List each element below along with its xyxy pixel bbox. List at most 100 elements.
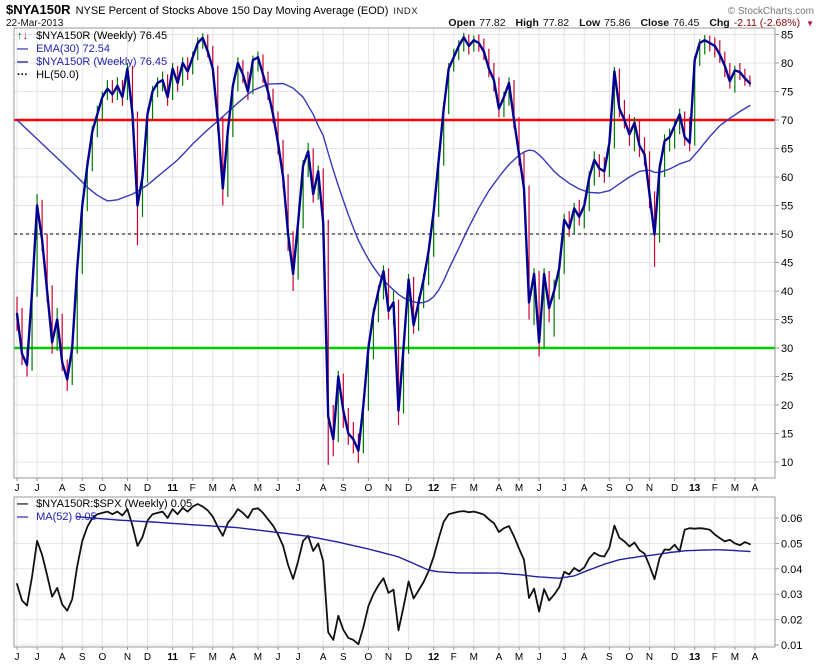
- svg-text:45: 45: [781, 258, 793, 270]
- svg-text:11: 11: [167, 483, 178, 494]
- svg-text:F: F: [712, 652, 718, 663]
- quote-row: 22-Mar-2013 Open 77.82 High 77.82 Low 75…: [6, 17, 814, 29]
- stockcharts-credit-link[interactable]: © StockCharts.com: [727, 6, 814, 17]
- svg-text:12: 12: [428, 483, 440, 494]
- svg-text:M: M: [254, 652, 262, 663]
- svg-text:O: O: [365, 483, 373, 494]
- svg-text:J: J: [276, 483, 281, 494]
- svg-text:0.03: 0.03: [781, 589, 802, 601]
- svg-text:M: M: [470, 483, 478, 494]
- svg-text:N: N: [124, 652, 131, 663]
- svg-text:F: F: [451, 652, 457, 663]
- svg-text:S: S: [79, 483, 86, 494]
- svg-text:S: S: [79, 652, 86, 663]
- svg-text:A: A: [752, 652, 759, 663]
- legend-item-price-bars: ↑↓ $NYA150R (Weekly) 76.45: [17, 30, 167, 43]
- low-value: 75.86: [604, 17, 631, 29]
- line-swatch-icon: —: [17, 511, 28, 523]
- svg-text:F: F: [451, 483, 457, 494]
- svg-text:M: M: [470, 652, 478, 663]
- svg-text:D: D: [144, 652, 151, 663]
- svg-text:J: J: [296, 483, 301, 494]
- svg-text:N: N: [646, 652, 653, 663]
- chg-value: -2.11 (-2.68%): [733, 17, 801, 29]
- svg-text:M: M: [731, 483, 739, 494]
- low-label: Low: [579, 17, 601, 29]
- close-label: Close: [640, 17, 670, 29]
- svg-text:80: 80: [781, 58, 793, 70]
- svg-text:85: 85: [781, 30, 793, 42]
- svg-text:40: 40: [781, 286, 793, 298]
- legend-item-hl50: ··· HL(50.0): [17, 69, 167, 82]
- svg-text:O: O: [626, 652, 634, 663]
- exchange-label: INDX: [393, 6, 419, 17]
- svg-text:S: S: [606, 483, 613, 494]
- svg-text:S: S: [340, 483, 347, 494]
- chart-header: $NYA150R NYSE Percent of Stocks Above 15…: [6, 2, 814, 17]
- chg-label: Chg: [709, 17, 730, 29]
- svg-text:75: 75: [781, 87, 793, 99]
- close-value: 76.45: [673, 17, 700, 29]
- line-swatch-icon: —: [17, 56, 28, 68]
- svg-text:A: A: [752, 483, 759, 494]
- svg-text:A: A: [59, 483, 66, 494]
- svg-text:A: A: [496, 483, 503, 494]
- svg-text:11: 11: [167, 652, 178, 663]
- svg-text:J: J: [276, 652, 281, 663]
- legend-label: $NYA150R (Weekly) 76.45: [36, 56, 168, 68]
- svg-text:N: N: [385, 652, 392, 663]
- svg-text:D: D: [405, 652, 412, 663]
- ratio-panel-legend: — $NYA150R:$SPX (Weekly) 0.05 — MA(52) 0…: [17, 498, 192, 524]
- svg-text:J: J: [537, 652, 542, 663]
- symbol-label: $NYA150R: [6, 2, 71, 17]
- legend-item-ratio: — $NYA150R:$SPX (Weekly) 0.05: [17, 498, 192, 511]
- svg-text:10: 10: [781, 457, 793, 469]
- svg-text:F: F: [712, 483, 718, 494]
- svg-text:70: 70: [781, 115, 793, 127]
- svg-text:J: J: [562, 483, 567, 494]
- svg-text:0.04: 0.04: [781, 564, 802, 576]
- svg-text:J: J: [35, 652, 40, 663]
- legend-item-ma52: — MA(52) 0.05: [17, 511, 192, 524]
- svg-text:0.02: 0.02: [781, 615, 802, 627]
- svg-text:N: N: [124, 483, 131, 494]
- svg-text:A: A: [496, 652, 503, 663]
- svg-text:A: A: [581, 652, 588, 663]
- updown-arrows-icon: ↑↓: [17, 30, 28, 42]
- svg-text:O: O: [98, 652, 106, 663]
- svg-text:55: 55: [781, 201, 793, 213]
- svg-text:O: O: [98, 483, 106, 494]
- svg-text:A: A: [230, 483, 237, 494]
- main-panel-legend: ↑↓ $NYA150R (Weekly) 76.45 — EMA(30) 72.…: [17, 30, 167, 82]
- svg-text:D: D: [144, 483, 151, 494]
- svg-text:S: S: [340, 652, 347, 663]
- svg-text:F: F: [190, 652, 196, 663]
- svg-text:J: J: [537, 483, 542, 494]
- svg-text:M: M: [515, 652, 523, 663]
- line-swatch-icon: —: [17, 498, 28, 510]
- svg-text:M: M: [515, 483, 523, 494]
- svg-text:13: 13: [689, 652, 701, 663]
- svg-text:J: J: [15, 652, 20, 663]
- line-swatch-icon: —: [17, 43, 28, 55]
- svg-text:M: M: [731, 652, 739, 663]
- svg-text:N: N: [646, 483, 653, 494]
- svg-text:J: J: [15, 483, 20, 494]
- svg-text:J: J: [296, 652, 301, 663]
- legend-item-close-line: — $NYA150R (Weekly) 76.45: [17, 56, 167, 69]
- svg-text:O: O: [626, 483, 634, 494]
- svg-text:35: 35: [781, 315, 793, 327]
- high-label: High: [515, 17, 539, 29]
- svg-text:20: 20: [781, 400, 793, 412]
- svg-text:O: O: [365, 652, 373, 663]
- legend-label: $NYA150R:$SPX (Weekly) 0.05: [36, 498, 193, 510]
- svg-text:M: M: [209, 483, 217, 494]
- svg-text:65: 65: [781, 144, 793, 156]
- chart-title: NYSE Percent of Stocks Above 150 Day Mov…: [75, 5, 389, 17]
- chart-date: 22-Mar-2013: [6, 18, 64, 29]
- svg-text:M: M: [209, 652, 217, 663]
- legend-label: EMA(30) 72.54: [36, 43, 111, 55]
- ohlc-quote: Open 77.82 High 77.82 Low 75.86 Close 76…: [442, 17, 814, 29]
